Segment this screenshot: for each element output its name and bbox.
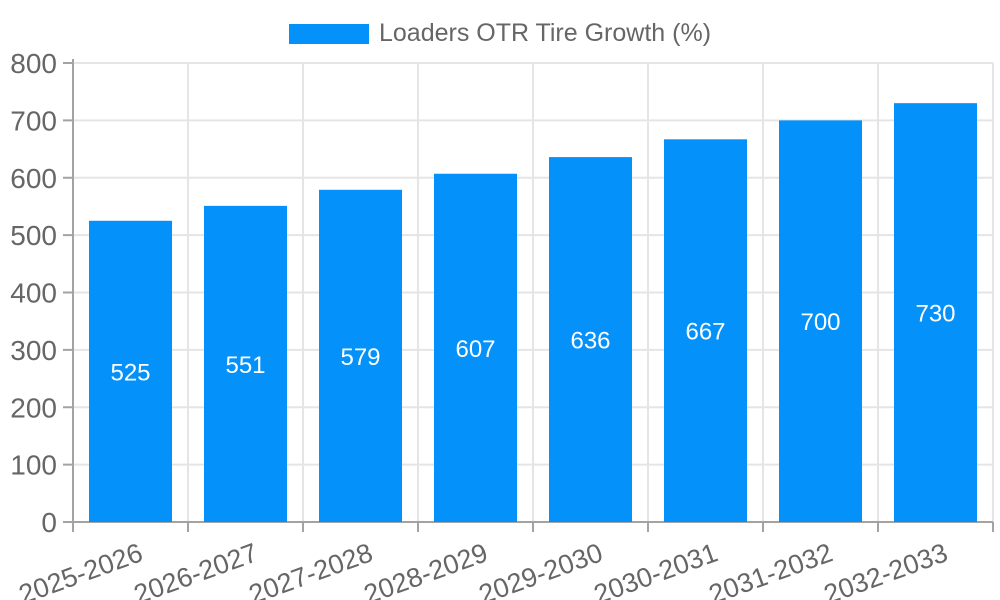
x-tick-label: 2027-2028 bbox=[245, 537, 377, 600]
legend-swatch[interactable] bbox=[288, 23, 369, 44]
bar[interactable] bbox=[89, 220, 172, 522]
x-tick-label: 2025-2026 bbox=[15, 537, 147, 600]
bar-value-label: 551 bbox=[225, 352, 265, 379]
y-tick-label: 500 bbox=[10, 220, 57, 251]
bar-value-label: 607 bbox=[455, 336, 495, 363]
bar-value-label: 579 bbox=[340, 344, 380, 371]
bar[interactable] bbox=[319, 189, 402, 522]
bar[interactable] bbox=[894, 103, 977, 522]
bar[interactable] bbox=[549, 157, 632, 522]
y-tick-label: 700 bbox=[10, 105, 57, 136]
legend-label: Loaders OTR Tire Growth (%) bbox=[378, 19, 712, 47]
bar-value-label: 730 bbox=[915, 301, 955, 328]
chart-legend[interactable]: Loaders OTR Tire Growth (%) bbox=[0, 21, 1000, 46]
bar[interactable] bbox=[204, 205, 287, 522]
y-tick-label: 100 bbox=[10, 450, 57, 481]
y-tick-label: 600 bbox=[10, 163, 57, 194]
bar[interactable] bbox=[779, 120, 862, 522]
bar-value-label: 667 bbox=[685, 319, 725, 346]
x-tick-label: 2026-2027 bbox=[130, 537, 262, 600]
y-tick-label: 200 bbox=[10, 392, 57, 423]
x-tick-label: 2029-2030 bbox=[475, 537, 607, 600]
x-tick-label: 2031-2032 bbox=[705, 537, 837, 600]
bar-value-label: 636 bbox=[570, 328, 610, 355]
y-tick-label: 0 bbox=[41, 507, 57, 538]
bar-value-label: 525 bbox=[110, 359, 150, 386]
x-tick-label: 2028-2029 bbox=[360, 537, 492, 600]
y-tick-label: 400 bbox=[10, 278, 57, 309]
bar[interactable] bbox=[434, 173, 517, 522]
bar[interactable] bbox=[664, 139, 747, 522]
x-tick-label: 2032-2033 bbox=[820, 537, 952, 600]
bar-value-label: 700 bbox=[800, 309, 840, 336]
x-tick-label: 2030-2031 bbox=[590, 537, 722, 600]
y-tick-label: 300 bbox=[10, 335, 57, 366]
y-tick-label: 800 bbox=[10, 48, 57, 79]
